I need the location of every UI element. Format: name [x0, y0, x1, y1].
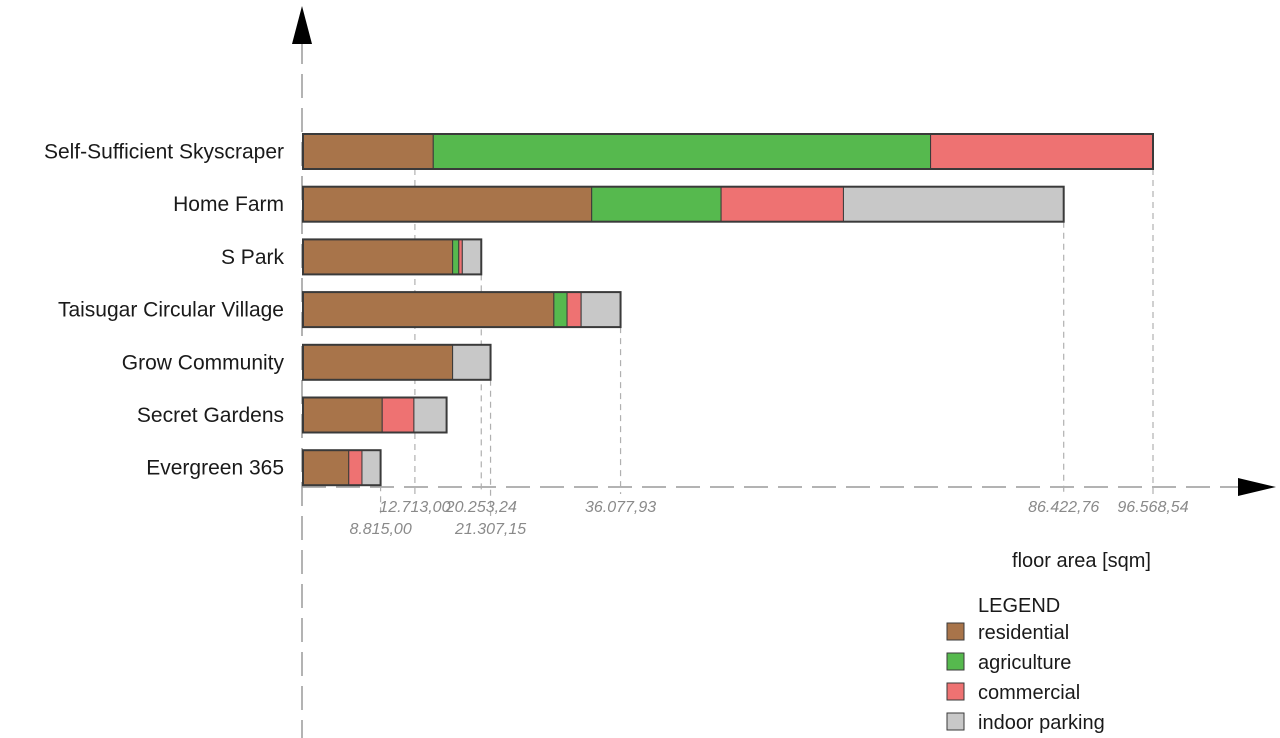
x-axis-title: floor area [sqm] — [1012, 550, 1151, 572]
bar-outline-grow-community — [302, 343, 492, 381]
total-value-label: 20.253,24 — [445, 499, 517, 516]
category-label-taisugar-circular-village: Taisugar Circular Village — [58, 299, 284, 322]
x-axis-arrow-icon — [1238, 478, 1276, 496]
total-value-label: 21.307,15 — [454, 521, 526, 538]
bar-segment-taisugar-circular-village-agriculture — [553, 291, 568, 328]
bar-segment-taisugar-circular-village-commercial — [566, 291, 582, 328]
bar-segment-s-park-residential — [302, 238, 454, 275]
total-value-label: 86.422,76 — [1028, 499, 1099, 516]
bar-segment-home-farm-residential — [302, 186, 593, 223]
legend-label-commercial: commercial — [978, 682, 1080, 704]
category-label-secret-gardens: Secret Gardens — [137, 404, 284, 427]
legend: LEGEND residential agriculture commercial i… — [946, 595, 1105, 734]
legend-swatch-indoor-parking — [946, 712, 965, 731]
legend-label-residential: residential — [978, 622, 1069, 644]
bar-segment-s-park-commercial — [458, 238, 463, 275]
bar-segment-self-sufficient-skyscraper-agriculture — [432, 133, 932, 170]
y-axis-arrow-icon — [292, 6, 312, 44]
legend-label-agriculture: agriculture — [978, 652, 1071, 674]
bars — [302, 133, 1154, 487]
category-labels: Self-Sufficient Skyscraper Home Farm S Par… — [44, 141, 285, 480]
total-value-label: 36.077,93 — [585, 499, 656, 516]
bar-segment-taisugar-circular-village-residential — [302, 291, 555, 328]
bar-outline-taisugar-circular-village — [302, 291, 622, 329]
legend-swatch-agriculture — [946, 652, 965, 671]
bar-segment-evergreen-365-commercial — [348, 449, 363, 486]
bar-segment-self-sufficient-skyscraper-commercial — [930, 133, 1154, 170]
bar-segment-secret-gardens-indoor-parking — [413, 397, 448, 433]
bar-segment-secret-gardens-residential — [302, 397, 383, 433]
legend-title: LEGEND — [978, 595, 1060, 617]
bar-segment-home-farm-indoor-parking — [842, 186, 1065, 223]
category-label-home-farm: Home Farm — [173, 193, 284, 216]
total-value-label: 96.568,54 — [1117, 499, 1188, 516]
legend-label-indoor-parking: indoor parking — [978, 712, 1105, 734]
legend-swatch-commercial — [946, 682, 965, 701]
bar-segment-evergreen-365-indoor-parking — [361, 449, 382, 486]
bar-outline-s-park — [302, 238, 483, 276]
bar-segment-self-sufficient-skyscraper-residential — [302, 133, 434, 170]
bar-segment-grow-community-indoor-parking — [452, 344, 492, 381]
category-label-self-sufficient-skyscraper: Self-Sufficient Skyscraper — [44, 141, 284, 164]
bar-outline-evergreen-365 — [302, 449, 382, 487]
total-value-label: 12.713,00 — [379, 499, 450, 516]
bar-segment-s-park-indoor-parking — [461, 238, 482, 275]
bar-segment-home-farm-agriculture — [591, 186, 722, 223]
bar-segment-evergreen-365-residential — [302, 449, 350, 486]
total-value-labels: 96.568,54 86.422,76 36.077,93 20.253,24 21.3… — [349, 499, 1188, 538]
bar-segment-taisugar-circular-village-indoor-parking — [580, 291, 622, 328]
bar-segment-home-farm-commercial — [720, 186, 844, 223]
bar-segment-grow-community-residential — [302, 344, 454, 381]
total-value-label: 8.815,00 — [349, 521, 411, 538]
bar-segment-s-park-agriculture — [452, 238, 460, 275]
bar-outline-secret-gardens — [302, 396, 448, 434]
bar-outline-home-farm — [302, 185, 1065, 223]
legend-swatch-residential — [946, 622, 965, 641]
category-label-s-park: S Park — [221, 246, 285, 269]
category-label-grow-community: Grow Community — [122, 351, 285, 374]
bar-outline-self-sufficient-skyscraper — [302, 133, 1154, 170]
bar-segment-secret-gardens-commercial — [381, 397, 415, 433]
category-label-evergreen-365: Evergreen 365 — [146, 457, 284, 480]
